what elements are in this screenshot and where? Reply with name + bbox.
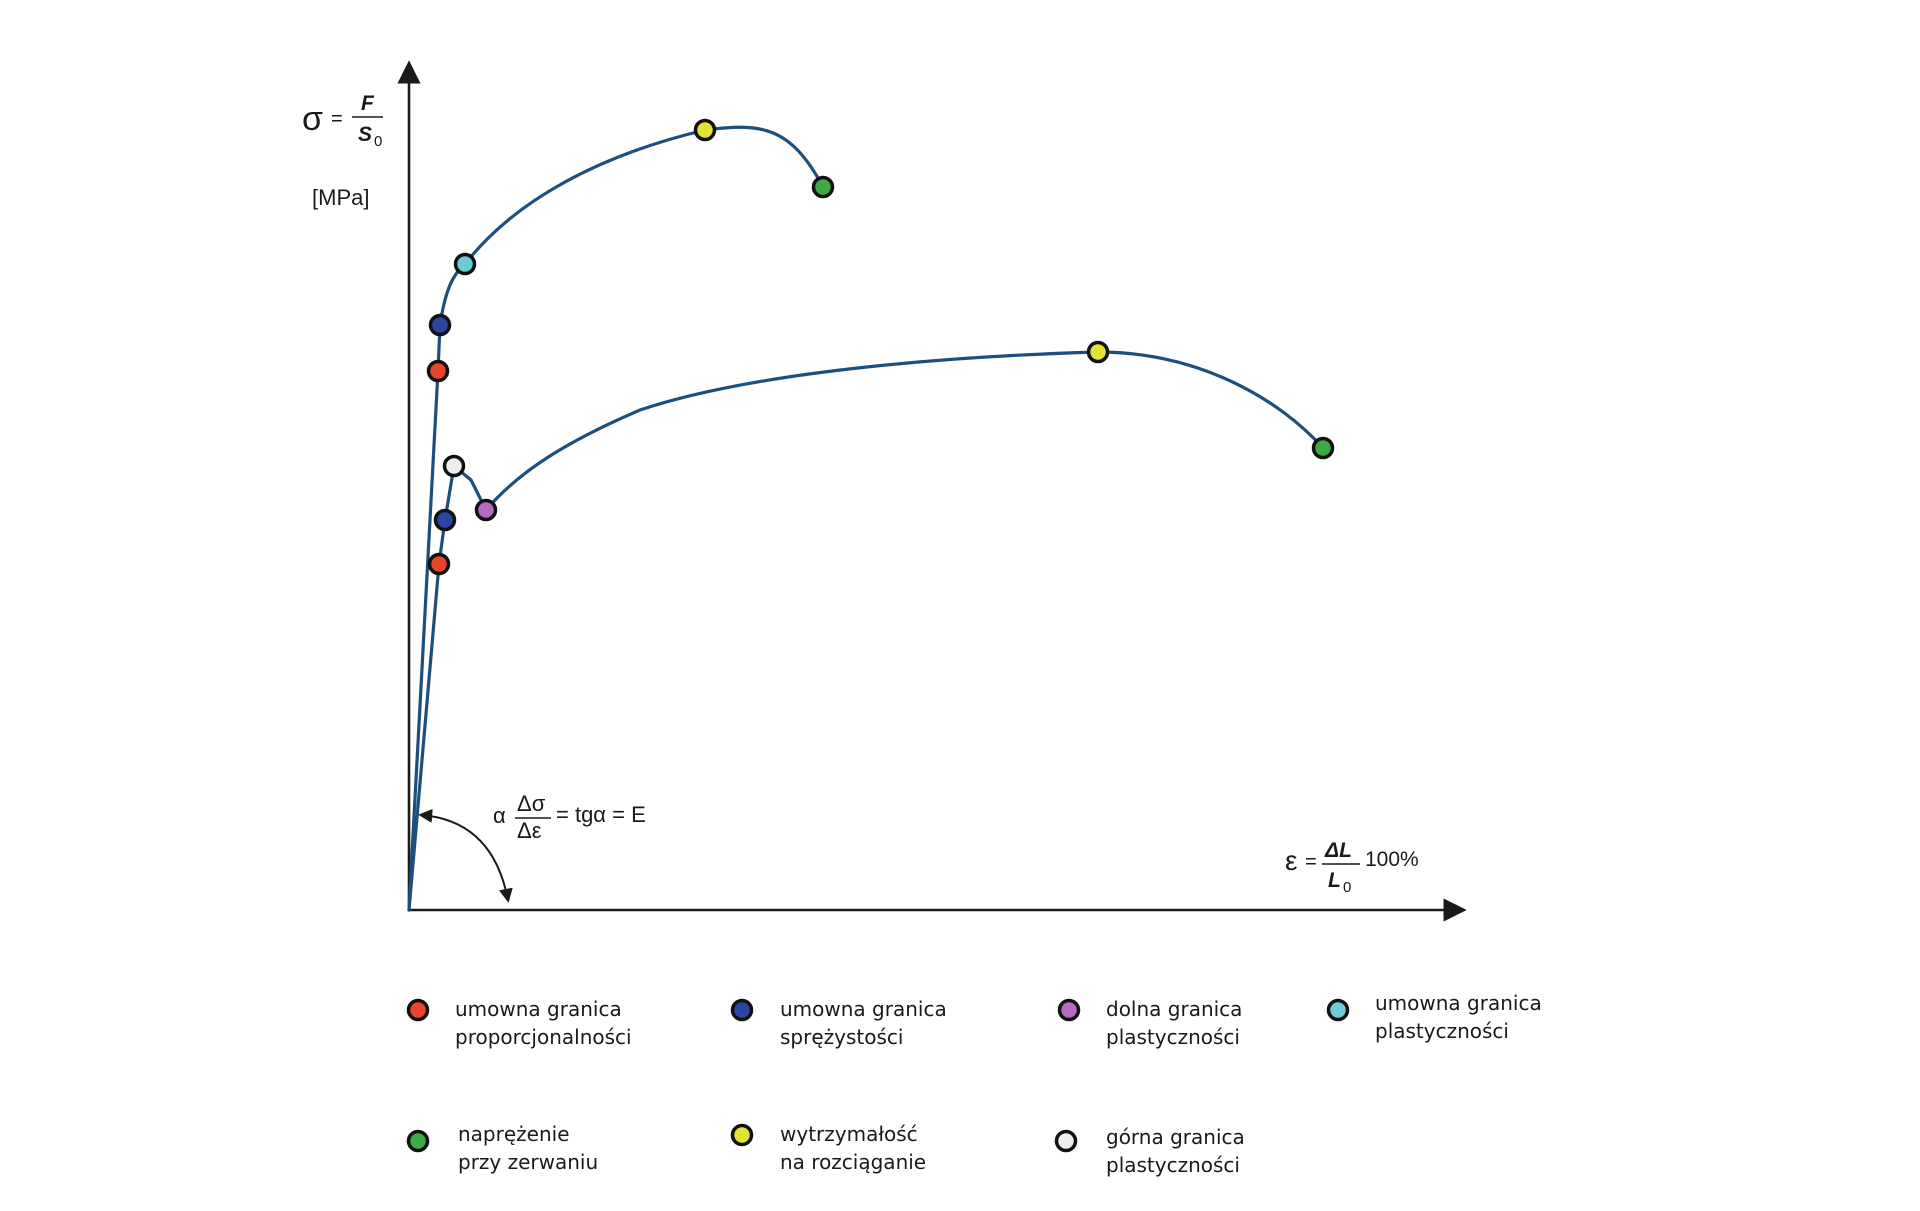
marker-tensile-strength-upper bbox=[693, 118, 717, 142]
marker-elasticity-upper bbox=[428, 313, 452, 337]
marker-lower-yield-lower bbox=[474, 498, 498, 522]
marker-proportionality-upper bbox=[426, 359, 450, 383]
legend-marker bbox=[406, 998, 430, 1022]
legend: umowna granica proporcjonalności umowna … bbox=[406, 991, 1542, 1177]
curve-markers bbox=[426, 118, 1335, 576]
x-denominator: L bbox=[1328, 869, 1341, 892]
angle-numerator: Δσ bbox=[517, 791, 546, 816]
x-denominator-subscript: 0 bbox=[1343, 879, 1351, 896]
legend-label-line2: przy zerwaniu bbox=[458, 1150, 598, 1174]
x-suffix: 100% bbox=[1365, 848, 1419, 871]
angle-denominator: Δε bbox=[517, 818, 542, 843]
marker-proof-yield-upper bbox=[453, 252, 477, 276]
angle-rest: = tgα = E bbox=[556, 802, 646, 827]
sigma-symbol: σ bbox=[302, 100, 323, 138]
alpha-symbol: α bbox=[493, 803, 506, 828]
marker-upper-yield-lower bbox=[442, 454, 466, 478]
marker-elasticity-lower bbox=[433, 508, 457, 532]
legend-label-line2: na rozciąganie bbox=[780, 1150, 926, 1174]
x-equals: = bbox=[1305, 851, 1317, 873]
legend-item: umowna granica sprężystości bbox=[730, 997, 947, 1049]
legend-label-line1: wytrzymałość bbox=[780, 1122, 918, 1146]
curve-upper bbox=[407, 125, 825, 912]
legend-label-line1: górna granica bbox=[1106, 1125, 1245, 1149]
angle-arc bbox=[418, 808, 513, 903]
y-numerator: F bbox=[361, 92, 375, 115]
legend-label-line2: plastyczności bbox=[1106, 1153, 1240, 1177]
y-equals: = bbox=[331, 108, 343, 130]
marker-tensile-strength-lower bbox=[1086, 340, 1110, 364]
legend-item: umowna granica proporcjonalności bbox=[406, 997, 632, 1049]
legend-marker bbox=[730, 998, 754, 1022]
x-numerator: ΔL bbox=[1324, 839, 1352, 862]
legend-marker bbox=[1326, 998, 1350, 1022]
legend-marker bbox=[1057, 998, 1081, 1022]
legend-marker bbox=[730, 1123, 754, 1147]
legend-label-line2: plastyczności bbox=[1375, 1019, 1509, 1043]
legend-label-line1: naprężenie bbox=[458, 1122, 570, 1146]
y-denominator-subscript: 0 bbox=[374, 133, 382, 150]
legend-label-line2: proporcjonalności bbox=[455, 1025, 632, 1049]
marker-breaking-stress-lower bbox=[1311, 436, 1335, 460]
y-denominator: S bbox=[358, 123, 372, 146]
legend-item: naprężenie przy zerwaniu bbox=[406, 1122, 598, 1174]
legend-marker bbox=[1054, 1129, 1078, 1153]
marker-breaking-stress-upper bbox=[811, 175, 835, 199]
legend-label-line1: umowna granica bbox=[780, 997, 947, 1021]
x-axis-formula: ε = ΔL L 0 100% bbox=[1285, 839, 1419, 896]
legend-label-line2: plastyczności bbox=[1106, 1025, 1240, 1049]
curve-lower bbox=[407, 350, 1325, 912]
legend-item: górna granica plastyczności bbox=[1054, 1125, 1245, 1177]
legend-item: wytrzymałość na rozciąganie bbox=[730, 1122, 926, 1174]
y-axis-formula: σ = F S 0 [MPa] bbox=[302, 92, 383, 210]
legend-label-line1: umowna granica bbox=[1375, 991, 1542, 1015]
marker-proportionality-lower bbox=[427, 552, 451, 576]
legend-label-line1: dolna granica bbox=[1106, 997, 1242, 1021]
legend-marker bbox=[406, 1129, 430, 1153]
y-unit: [MPa] bbox=[312, 185, 369, 210]
legend-item: dolna granica plastyczności bbox=[1057, 997, 1242, 1049]
angle-formula: α Δσ Δε = tgα = E bbox=[493, 791, 646, 843]
legend-label-line2: sprężystości bbox=[780, 1025, 903, 1049]
epsilon-symbol: ε bbox=[1285, 845, 1297, 876]
legend-label-line1: umowna granica bbox=[455, 997, 622, 1021]
legend-item: umowna granica plastyczności bbox=[1326, 991, 1542, 1043]
